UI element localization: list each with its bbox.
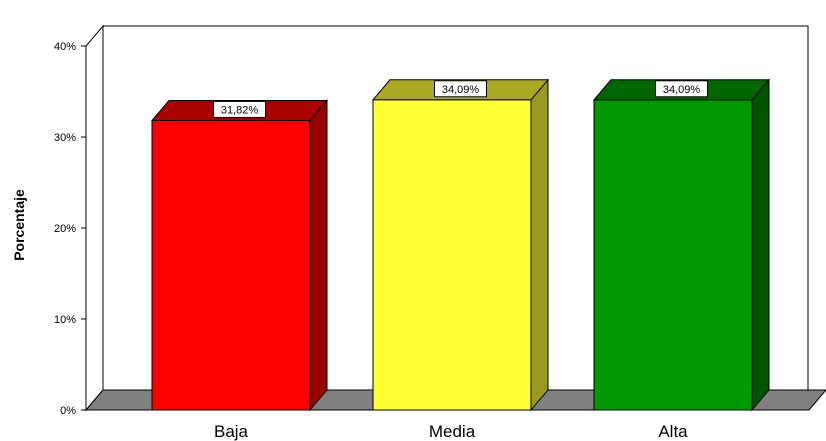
data-label: 34,09% bbox=[442, 84, 480, 96]
bars bbox=[150, 78, 771, 412]
data-label-box bbox=[213, 100, 266, 118]
side-wall bbox=[85, 24, 104, 412]
y-axis-title: Porcentaje bbox=[11, 189, 27, 261]
data-label: 34,09% bbox=[663, 84, 701, 96]
x-category-label: Media bbox=[429, 422, 476, 441]
data-label: 31,82% bbox=[221, 104, 259, 116]
data-labels: 31,82% 34,09% 34,09% bbox=[213, 80, 708, 118]
y-axis: 0% 10% 20% 30% 40% Baja Media Alta bbox=[54, 41, 688, 441]
bar-side bbox=[751, 78, 770, 412]
y-tick-label: 20% bbox=[54, 223, 76, 235]
bar-side bbox=[309, 99, 328, 412]
data-label-box bbox=[655, 80, 708, 98]
bar-front bbox=[151, 119, 311, 411]
bar-side bbox=[530, 78, 549, 412]
y-tick-label: 0% bbox=[60, 405, 76, 417]
y-tick-label: 40% bbox=[54, 41, 76, 53]
y-tick-label: 30% bbox=[54, 132, 76, 144]
bar-front bbox=[372, 99, 532, 411]
x-category-label: Alta bbox=[658, 422, 688, 441]
y-tick-label: 10% bbox=[54, 314, 76, 326]
x-category-label: Baja bbox=[214, 422, 249, 441]
data-label-box bbox=[434, 80, 487, 98]
bar-front bbox=[593, 99, 753, 411]
